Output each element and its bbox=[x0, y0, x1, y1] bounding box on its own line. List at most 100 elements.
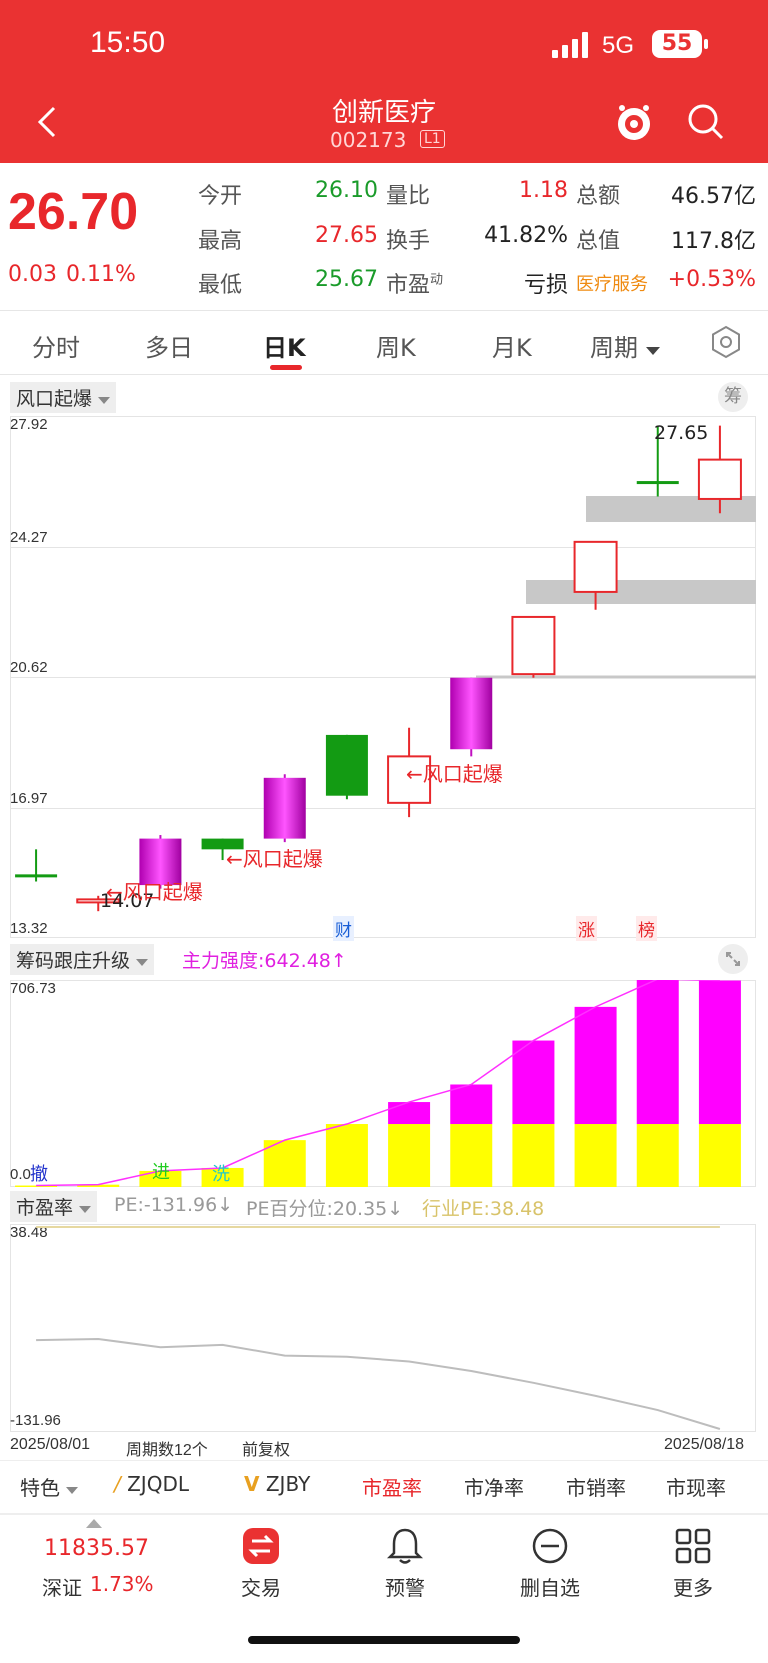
search-icon bbox=[688, 104, 724, 140]
kline-indicator-select[interactable]: 风口起爆 bbox=[10, 382, 117, 413]
caret-down-icon bbox=[136, 959, 149, 966]
stat-volratio-label: 量比 bbox=[386, 184, 431, 209]
index-name: 深证 bbox=[42, 1576, 82, 1600]
stat-marketcap-value: 117.8亿 bbox=[671, 229, 756, 254]
period-count: 周期数12个 bbox=[126, 1442, 208, 1459]
stat-pe-label: 市盈动 bbox=[386, 267, 443, 299]
pe-value-label: PE:-131.96↓ bbox=[114, 1194, 234, 1216]
low-price-label: 14.07 bbox=[100, 890, 155, 912]
index-value[interactable]: 11835.57 bbox=[44, 1536, 149, 1561]
chip-tag-wash: 洗 bbox=[212, 1164, 230, 1185]
candle-body bbox=[325, 734, 368, 796]
chip-bar-magenta bbox=[698, 980, 741, 1125]
candle-body bbox=[511, 615, 556, 676]
tab-period-label: 周期 bbox=[590, 334, 638, 362]
level-badge: L1 bbox=[420, 130, 445, 148]
chip-bar-yellow bbox=[263, 1140, 306, 1187]
minus-circle-icon bbox=[532, 1528, 568, 1564]
chip-chart[interactable] bbox=[10, 980, 756, 1187]
candle-body bbox=[636, 481, 679, 485]
indicator-featured[interactable]: 特色 bbox=[20, 1472, 79, 1501]
signal-annotation: ←风口起爆 bbox=[226, 847, 323, 871]
stat-open-value: 26.10 bbox=[315, 178, 378, 203]
pe-indicator-select[interactable]: 市盈率 bbox=[10, 1191, 98, 1222]
chip-button[interactable]: 筹 bbox=[718, 382, 748, 412]
back-button[interactable] bbox=[30, 100, 66, 144]
candle-body bbox=[573, 540, 618, 593]
chip-trend-line bbox=[36, 980, 720, 1187]
nav-more[interactable]: 更多 bbox=[658, 1526, 728, 1606]
top-bar: 15:50 5G 55 创新医疗 002173 L1 bbox=[0, 0, 768, 163]
tab-daily-k[interactable]: 日K bbox=[263, 334, 306, 362]
high-price-label: 27.65 bbox=[654, 422, 709, 444]
chip-bar-magenta bbox=[636, 980, 679, 1125]
signal-annotation: ←风口起爆 bbox=[406, 762, 503, 786]
stat-pe-sup: 动 bbox=[430, 272, 444, 288]
chip-bar-magenta bbox=[388, 1102, 431, 1125]
mascot-button[interactable] bbox=[612, 100, 656, 144]
tab-intraday[interactable]: 分时 bbox=[32, 334, 80, 362]
nav-remove-watchlist[interactable]: 删自选 bbox=[510, 1526, 590, 1606]
last-price: 26.70 bbox=[8, 183, 139, 241]
indicator-pe[interactable]: 市盈率 bbox=[362, 1476, 422, 1500]
chevron-left-icon bbox=[37, 106, 56, 138]
caret-down-icon bbox=[98, 397, 111, 404]
x-start-date: 2025/08/01 bbox=[10, 1436, 91, 1453]
tab-multi-day[interactable]: 多日 bbox=[145, 334, 193, 362]
event-tag-limit-up[interactable]: 涨 bbox=[576, 916, 597, 941]
tab-period[interactable]: 周期 bbox=[590, 328, 660, 363]
kline-chart[interactable] bbox=[10, 416, 756, 938]
stat-pe-value: 亏损 bbox=[523, 273, 568, 298]
chip-bar-yellow bbox=[698, 1124, 741, 1187]
search-button[interactable] bbox=[684, 100, 728, 144]
sector-change: +0.53% bbox=[667, 267, 756, 292]
pe-chart[interactable] bbox=[10, 1224, 756, 1432]
indicator-pcf[interactable]: 市现率 bbox=[666, 1476, 726, 1500]
sector-link[interactable]: 医疗服务 bbox=[576, 274, 648, 295]
expand-button[interactable] bbox=[718, 944, 748, 974]
candle-body bbox=[697, 458, 742, 500]
tab-monthly-k[interactable]: 月K bbox=[492, 334, 532, 362]
event-tag-dragon-list[interactable]: 榜 bbox=[636, 916, 657, 941]
hexagon-settings-icon bbox=[712, 325, 740, 359]
stat-turnover-value: 41.82% bbox=[484, 223, 568, 248]
gridline bbox=[10, 677, 756, 678]
candle-body bbox=[201, 838, 244, 850]
adjust-mode[interactable]: 前复权 bbox=[242, 1442, 291, 1459]
chip-bar-yellow bbox=[77, 1184, 120, 1187]
pe-y-bottom: -131.96 bbox=[10, 1412, 61, 1429]
divider bbox=[0, 310, 768, 311]
expand-icon bbox=[726, 952, 740, 966]
main-strength-label: 主力强度:642.48↑ bbox=[182, 950, 347, 972]
divider bbox=[0, 374, 768, 375]
stock-name: 创新医疗 bbox=[331, 98, 436, 128]
chip-tag-withdraw: 撤 bbox=[30, 1164, 48, 1185]
grid-icon bbox=[675, 1528, 711, 1564]
active-tab-indicator bbox=[270, 365, 302, 370]
nav-alert[interactable]: 预警 bbox=[370, 1526, 440, 1606]
settings-button[interactable] bbox=[708, 324, 744, 360]
stat-pe-label-text: 市盈 bbox=[386, 273, 431, 298]
nav-alert-label: 预警 bbox=[385, 1576, 425, 1600]
stat-marketcap-label: 总值 bbox=[576, 229, 621, 254]
indicator-zjby[interactable]: V ZJBY bbox=[244, 1472, 310, 1496]
indicator-ps[interactable]: 市销率 bbox=[566, 1476, 626, 1500]
bell-icon bbox=[386, 1528, 424, 1564]
indicator-zjqdl[interactable]: / ZJQDL bbox=[114, 1472, 189, 1496]
caret-down-icon bbox=[66, 1487, 79, 1494]
tab-weekly-k[interactable]: 周K bbox=[376, 334, 416, 362]
chip-indicator-select[interactable]: 筹码跟庄升级 bbox=[10, 944, 155, 975]
candle-body bbox=[263, 777, 306, 839]
event-tag-finance[interactable]: 财 bbox=[333, 916, 354, 941]
stat-open-label: 今开 bbox=[198, 184, 243, 209]
chip-frame bbox=[10, 980, 756, 1187]
home-indicator bbox=[248, 1636, 520, 1644]
nav-more-label: 更多 bbox=[673, 1576, 713, 1600]
chip-y-top: 706.73 bbox=[10, 980, 56, 997]
nav-trade[interactable]: 交易 bbox=[226, 1526, 296, 1606]
indicator-pb[interactable]: 市净率 bbox=[464, 1476, 524, 1500]
chip-bar-yellow bbox=[15, 1185, 58, 1187]
chip-tag-enter: 进 bbox=[152, 1162, 170, 1183]
candle-body bbox=[15, 874, 58, 878]
pe-line bbox=[36, 1337, 721, 1430]
